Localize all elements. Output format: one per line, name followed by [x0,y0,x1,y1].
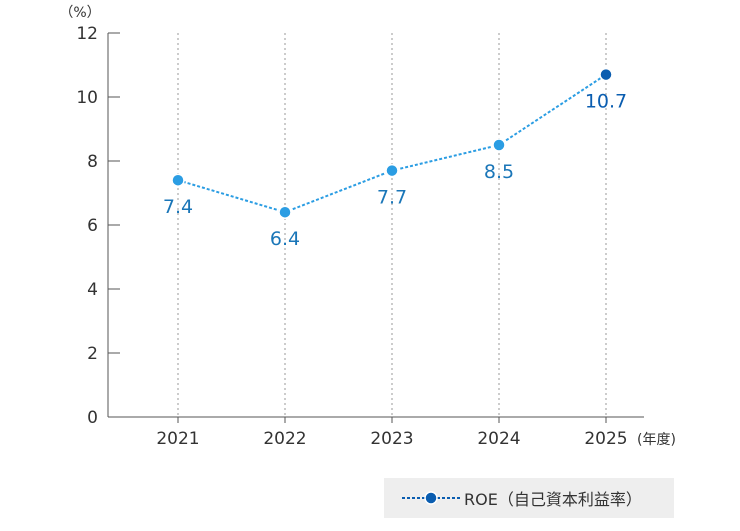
data-labels: 7.4 6.4 7.7 8.5 10.7 [163,91,627,251]
x-tick-label: 2024 [477,429,520,449]
y-tick-label: 8 [87,152,98,172]
legend: ROE（自己資本利益率） [384,478,674,518]
y-tick-label: 2 [87,344,98,364]
data-label-2024: 8.5 [484,161,514,183]
data-label-2021: 7.4 [163,196,193,218]
legend-swatch [402,491,460,505]
data-label-2023: 7.7 [377,187,407,209]
x-axis-ticks: 2021 2022 2023 2024 2025 [156,417,628,449]
x-tick-label: 2023 [370,429,413,449]
x-tick-label: 2022 [263,429,306,449]
axes [107,33,644,418]
data-label-2025: 10.7 [585,91,627,113]
x-tick-label: 2025 [584,429,627,449]
data-point-2021 [171,173,185,187]
data-point-2022 [278,205,292,219]
data-point-2025 [599,67,613,82]
y-axis-unit: （%） [59,5,100,21]
y-axis-ticks: 0 2 4 6 8 10 12 [76,24,120,428]
y-tick-label: 12 [76,24,98,44]
vertical-gridlines [177,33,607,417]
data-point-2023 [385,163,399,178]
data-points [171,67,613,219]
x-axis-unit: (年度) [637,432,676,448]
data-point-2024 [492,138,506,152]
legend-label: ROE（自己資本利益率） [464,490,642,509]
y-tick-label: 0 [87,408,98,428]
y-tick-label: 10 [76,88,98,108]
data-label-2022: 6.4 [270,228,300,250]
legend-marker [424,491,438,505]
y-tick-label: 6 [87,216,98,236]
y-tick-label: 4 [87,280,98,300]
x-tick-label: 2021 [156,429,199,449]
